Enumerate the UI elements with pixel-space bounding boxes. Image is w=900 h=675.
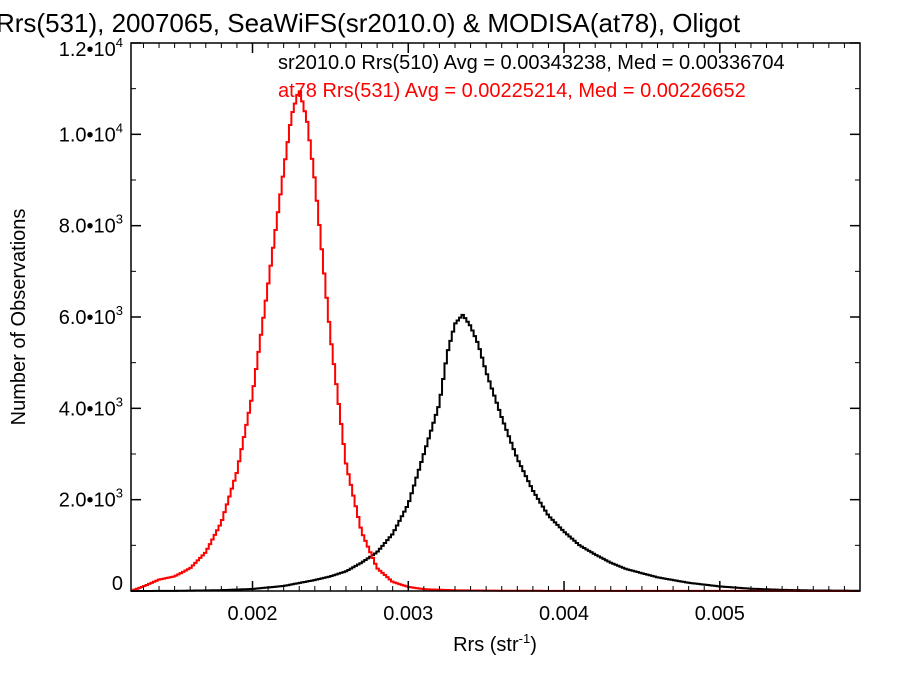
x-tick-label: 0.002	[227, 603, 277, 625]
y-axis-label: Number of Observations	[8, 209, 30, 426]
x-tick-label: 0.003	[383, 603, 433, 625]
x-axis: 0.002 0.003 0.004 0.005	[142, 43, 845, 625]
x-tick-label: 0.005	[695, 603, 745, 625]
annotation-0: sr2010.0 Rrs(510) Avg = 0.00343238, Med …	[278, 52, 785, 74]
plot-frame	[130, 42, 861, 592]
annotation-group: sr2010.0 Rrs(510) Avg = 0.00343238, Med …	[278, 52, 785, 102]
y-tick-label: 0	[112, 573, 123, 595]
chart-title: Rrs(531), 2007065, SeaWiFS(sr2010.0) & M…	[0, 8, 741, 38]
annotation-1: at78 Rrs(531) Avg = 0.00225214, Med = 0.…	[278, 80, 746, 102]
y-tick-label: 4.0•103	[59, 394, 123, 420]
series-0-line	[131, 313, 860, 592]
x-tick-label: 0.004	[539, 603, 589, 625]
y-axis: 0 2.0•103 4.0•103 6.0•103 8.0•103 1.0•104 1.2•…	[59, 35, 860, 595]
series-1-line	[131, 90, 860, 592]
y-tick-label: 6.0•103	[59, 303, 123, 329]
x-axis-label: Rrs (str-1)	[453, 631, 537, 656]
y-tick-label: 1.0•104	[59, 120, 123, 146]
series-group	[131, 90, 860, 592]
y-tick-label: 8.0•103	[59, 212, 123, 238]
y-tick-label: 1.2•104	[59, 35, 123, 61]
y-tick-label: 2.0•103	[59, 486, 123, 512]
